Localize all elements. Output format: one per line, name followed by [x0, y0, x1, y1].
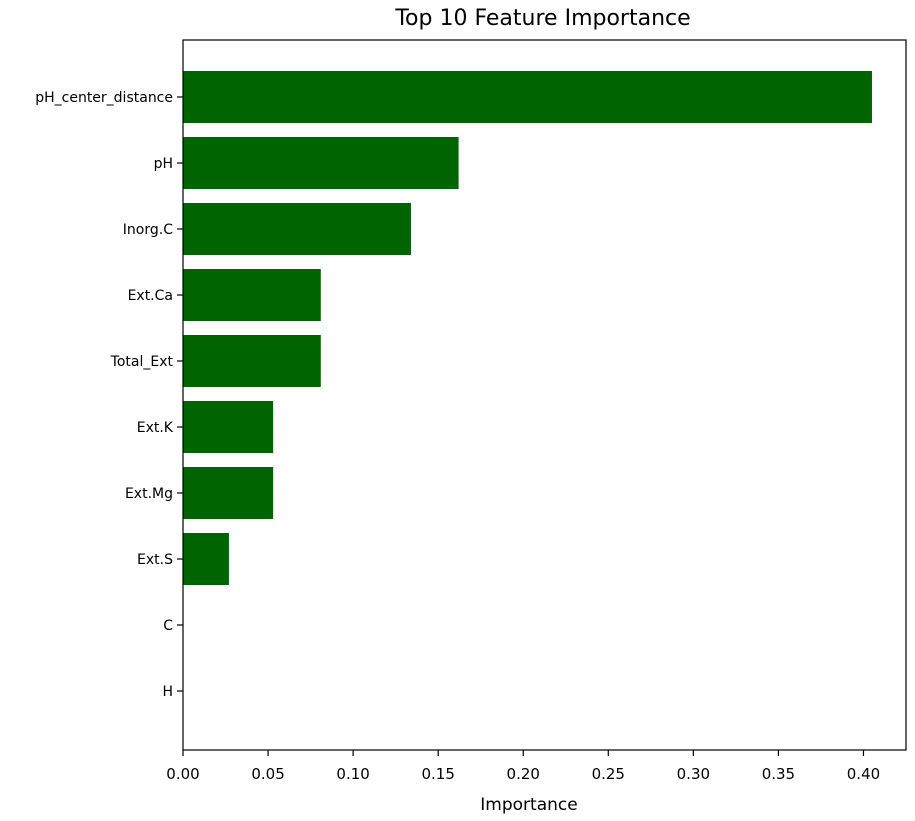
bar-ext-k	[183, 401, 274, 453]
bar-inorg-c	[183, 203, 411, 255]
y-tick-label: Inorg.C	[123, 222, 173, 238]
bar-ext-ca	[183, 269, 321, 321]
x-tick-label: 0.25	[592, 765, 625, 783]
y-tick-label: pH	[154, 156, 173, 172]
plot-frame	[182, 39, 907, 751]
x-tick-label: 0.20	[507, 765, 540, 783]
x-axis-ticks: 0.00 0.05 0.10 0.15 0.20 0.25 0.30 0.35 0.40	[166, 750, 880, 783]
y-tick-label: Total_Ext	[110, 354, 174, 370]
x-tick-label: 0.00	[166, 765, 199, 783]
x-tick-label: 0.05	[251, 765, 284, 783]
x-tick-label: 0.30	[677, 765, 710, 783]
bar-ph-center-distance	[183, 71, 872, 123]
y-tick-label: Ext.K	[137, 420, 174, 436]
y-tick-label: C	[163, 618, 173, 634]
x-tick-label: 0.10	[336, 765, 369, 783]
x-tick-label: 0.15	[421, 765, 454, 783]
bar-ph	[183, 137, 459, 189]
x-tick-label: 0.35	[762, 765, 795, 783]
y-tick-label: Ext.S	[137, 552, 173, 568]
y-tick-label: H	[162, 684, 173, 700]
y-tick-label: Ext.Mg	[125, 486, 173, 502]
chart-title: Top 10 Feature Importance	[394, 6, 690, 31]
bar-ext-s	[183, 533, 229, 585]
y-tick-label: Ext.Ca	[128, 288, 173, 304]
y-axis-ticks: pH_center_distance pH Inorg.C Ext.Ca Total_E…	[35, 90, 183, 700]
x-axis-label: Importance	[480, 795, 577, 815]
bar-total-ext	[183, 335, 321, 387]
y-tick-label: pH_center_distance	[35, 90, 173, 106]
x-tick-label: 0.40	[847, 765, 880, 783]
bars-layer	[183, 71, 872, 585]
bar-ext-mg	[183, 467, 274, 519]
